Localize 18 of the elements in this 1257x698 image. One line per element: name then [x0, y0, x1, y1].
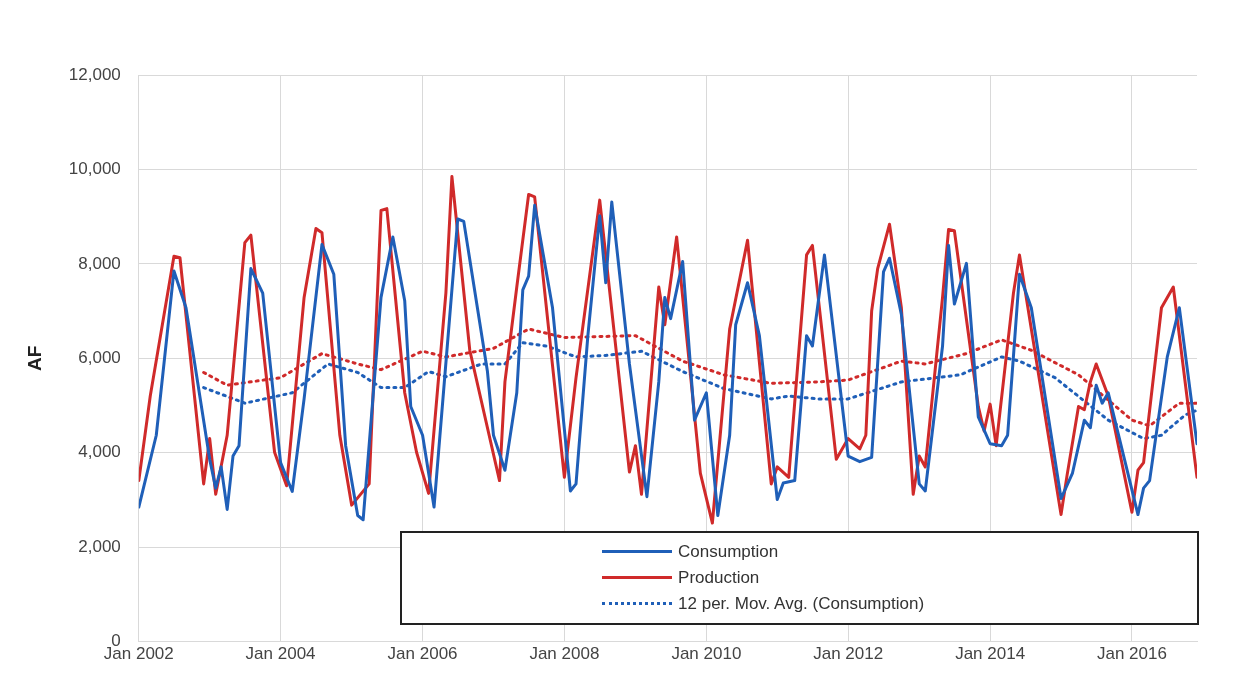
- y-tick-label: 6,000: [78, 347, 121, 367]
- y-tick-label: 10,000: [68, 159, 121, 179]
- y-tick-label: 0: [111, 631, 121, 651]
- y-tick-label: 2,000: [78, 536, 121, 556]
- legend-label: Production: [678, 567, 760, 588]
- x-tick-label: Jan 2008: [529, 644, 600, 664]
- x-tick-label: Jan 2006: [387, 644, 458, 664]
- x-tick-label: Jan 2004: [245, 644, 316, 664]
- x-tick-label: Jan 2012: [813, 644, 884, 664]
- x-tick-label: Jan 2010: [671, 644, 742, 664]
- y-tick-label: 12,000: [68, 64, 121, 84]
- y-tick-label: 4,000: [78, 442, 121, 462]
- x-tick-label: Jan 2016: [1096, 644, 1167, 664]
- legend-label: 12 per. Mov. Avg. (Consumption): [678, 593, 925, 614]
- y-axis-title: AF: [23, 345, 45, 371]
- legend-label: Consumption: [678, 541, 779, 562]
- y-tick-label: 8,000: [78, 253, 121, 273]
- x-tick-label: Jan 2014: [955, 644, 1026, 664]
